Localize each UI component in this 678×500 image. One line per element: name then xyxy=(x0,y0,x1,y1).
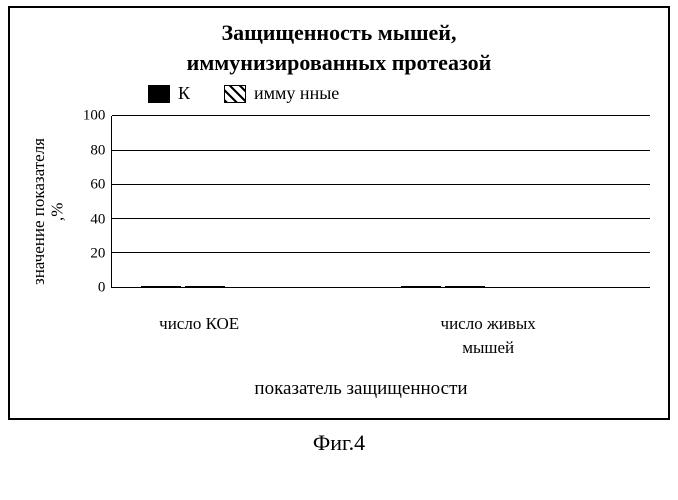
y-tick: 20 xyxy=(90,245,105,262)
y-axis: 020406080100 xyxy=(67,116,111,288)
y-tick: 80 xyxy=(90,142,105,159)
legend-label-immune: имму нные xyxy=(254,83,339,104)
figure-wrapper: Защищенность мышей, иммунизированных про… xyxy=(0,0,678,500)
legend-label-k: К xyxy=(178,83,190,104)
y-tick: 60 xyxy=(90,177,105,194)
y-axis-label: значение показателя ,% xyxy=(28,138,67,285)
y-tick: 100 xyxy=(83,108,106,125)
bar-group xyxy=(141,286,225,288)
chart-title: Защищенность мышей, иммунизированных про… xyxy=(28,18,650,77)
bar-group xyxy=(401,286,485,288)
plot-area: значение показателя ,% 020406080100 xyxy=(28,116,650,306)
y-tick: 0 xyxy=(98,280,106,297)
bar-k xyxy=(401,286,441,288)
legend-item-immune: имму нные xyxy=(224,83,339,104)
title-line-2: иммунизированных протеазой xyxy=(187,50,492,75)
x-axis-label: показатель защищенности xyxy=(72,378,650,400)
x-category-label: число КОЕ xyxy=(72,312,326,360)
title-line-1: Защищенность мышей, xyxy=(222,20,457,45)
bar-immune xyxy=(445,286,485,288)
bars-layer xyxy=(111,116,650,288)
chart-frame: Защищенность мышей, иммунизированных про… xyxy=(8,6,670,420)
legend: К имму нные xyxy=(148,83,650,104)
x-categories: число КОЕчисло живыхмышей xyxy=(72,312,650,360)
chart-body: 020406080100 xyxy=(67,116,650,306)
figure-caption: Фиг.4 xyxy=(8,430,670,456)
legend-swatch-solid xyxy=(148,85,170,103)
legend-swatch-hatch xyxy=(224,85,246,103)
legend-item-k: К xyxy=(148,83,190,104)
bar-k xyxy=(141,286,181,288)
y-tick: 40 xyxy=(90,211,105,228)
bar-immune xyxy=(185,286,225,288)
x-category-label: число живыхмышей xyxy=(326,312,650,360)
